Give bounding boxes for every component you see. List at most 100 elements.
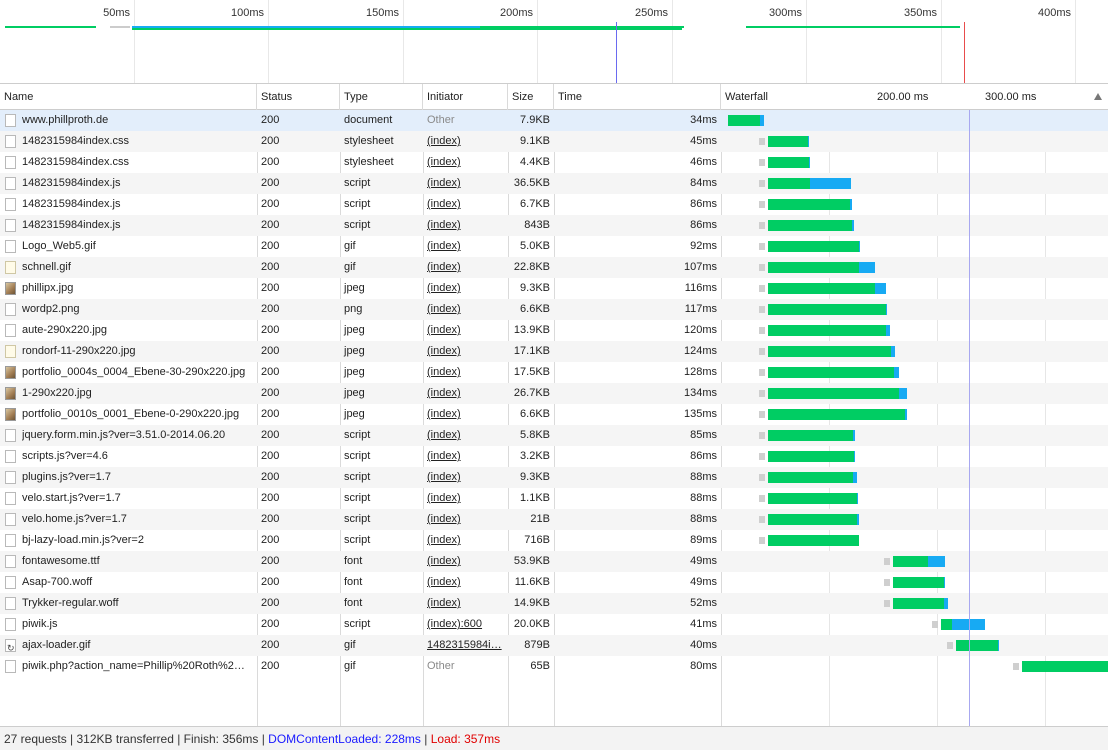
request-name[interactable]: jquery.form.min.js?ver=3.51.0-2014.06.20 xyxy=(22,429,226,441)
name-cell[interactable]: 1482315984index.js xyxy=(0,215,257,236)
table-row[interactable]: scripts.js?ver=4.6 200 script (index) 3.2KB 8… xyxy=(0,446,1108,467)
waterfall-download-bar[interactable] xyxy=(894,367,899,378)
table-row[interactable]: rondorf-11-290x220.jpg 200 jpeg (index) 17.1… xyxy=(0,341,1108,362)
waterfall-download-bar[interactable] xyxy=(875,283,886,294)
name-cell[interactable]: piwik.js xyxy=(0,614,257,635)
waterfall-waiting-bar[interactable] xyxy=(768,409,905,420)
table-row[interactable]: piwik.js 200 script (index):600 20.0KB 41ms xyxy=(0,614,1108,635)
table-row[interactable]: velo.home.js?ver=1.7 200 script (index) 21B 8… xyxy=(0,509,1108,530)
waterfall-download-bar[interactable] xyxy=(944,598,948,609)
waterfall-download-bar[interactable] xyxy=(854,451,855,462)
name-cell[interactable]: piwik.php?action_name=Phillip%20Roth%2… xyxy=(0,656,257,677)
name-cell[interactable]: 1482315984index.js xyxy=(0,194,257,215)
waterfall-waiting-bar[interactable] xyxy=(768,304,886,315)
initiator-cell[interactable]: (index) xyxy=(427,471,461,483)
name-cell[interactable]: 1482315984index.js xyxy=(0,173,257,194)
initiator-cell[interactable]: (index) xyxy=(427,597,461,609)
table-row[interactable]: phillipx.jpg 200 jpeg (index) 9.3KB 116ms xyxy=(0,278,1108,299)
waterfall-waiting-bar[interactable] xyxy=(768,472,853,483)
name-cell[interactable]: 1482315984index.css xyxy=(0,152,257,173)
initiator-cell[interactable]: (index) xyxy=(427,345,461,357)
waterfall-waiting-bar[interactable] xyxy=(768,136,808,147)
table-row[interactable]: ajax-loader.gif 200 gif 1482315984i… 879B 40m… xyxy=(0,635,1108,656)
waterfall-waiting-bar[interactable] xyxy=(768,514,857,525)
request-name[interactable]: velo.start.js?ver=1.7 xyxy=(22,492,121,504)
waterfall-download-bar[interactable] xyxy=(808,136,809,147)
name-cell[interactable]: ajax-loader.gif xyxy=(0,635,257,656)
waterfall-download-bar[interactable] xyxy=(899,388,907,399)
request-name[interactable]: piwik.js xyxy=(22,618,58,630)
waterfall-waiting-bar[interactable] xyxy=(768,367,894,378)
waterfall-download-bar[interactable] xyxy=(859,262,875,273)
table-row[interactable]: Trykker-regular.woff 200 font (index) 14.9KB… xyxy=(0,593,1108,614)
waterfall-download-bar[interactable] xyxy=(760,115,764,126)
request-name[interactable]: phillipx.jpg xyxy=(22,282,74,294)
waterfall-waiting-bar[interactable] xyxy=(768,220,852,231)
request-name[interactable]: bj-lazy-load.min.js?ver=2 xyxy=(22,534,144,546)
request-name[interactable]: scripts.js?ver=4.6 xyxy=(22,450,108,462)
column-header-time[interactable]: Time xyxy=(554,84,721,110)
name-cell[interactable]: rondorf-11-290x220.jpg xyxy=(0,341,257,362)
initiator-cell[interactable]: (index) xyxy=(427,387,461,399)
waterfall-download-bar[interactable] xyxy=(857,514,859,525)
table-row[interactable]: portfolio_0004s_0004_Ebene-30-290x220.jp… xyxy=(0,362,1108,383)
initiator-cell[interactable]: (index) xyxy=(427,492,461,504)
waterfall-waiting-bar[interactable] xyxy=(956,640,998,651)
table-row[interactable]: fontawesome.ttf 200 font (index) 53.9KB 49ms xyxy=(0,551,1108,572)
name-cell[interactable]: aute-290x220.jpg xyxy=(0,320,257,341)
waterfall-download-bar[interactable] xyxy=(857,493,858,504)
name-cell[interactable]: schnell.gif xyxy=(0,257,257,278)
request-name[interactable]: portfolio_0010s_0001_Ebene-0-290x220.jpg xyxy=(22,408,240,420)
waterfall-waiting-bar[interactable] xyxy=(768,241,859,252)
table-row[interactable]: jquery.form.min.js?ver=3.51.0-2014.06.20… xyxy=(0,425,1108,446)
waterfall-download-bar[interactable] xyxy=(998,640,999,651)
name-cell[interactable]: Logo_Web5.gif xyxy=(0,236,257,257)
column-header-status[interactable]: Status xyxy=(257,84,340,110)
name-cell[interactable]: velo.home.js?ver=1.7 xyxy=(0,509,257,530)
waterfall-waiting-bar[interactable] xyxy=(768,199,850,210)
waterfall-waiting-bar[interactable] xyxy=(768,493,857,504)
initiator-cell[interactable]: (index) xyxy=(427,366,461,378)
waterfall-waiting-bar[interactable] xyxy=(728,115,760,126)
initiator-cell[interactable]: (index) xyxy=(427,429,461,441)
name-cell[interactable]: wordp2.png xyxy=(0,299,257,320)
waterfall-waiting-bar[interactable] xyxy=(1022,661,1108,672)
initiator-cell[interactable]: (index):600 xyxy=(427,618,483,630)
waterfall-download-bar[interactable] xyxy=(886,304,887,315)
waterfall-download-bar[interactable] xyxy=(891,346,895,357)
initiator-cell[interactable]: (index) xyxy=(427,135,461,147)
waterfall-waiting-bar[interactable] xyxy=(768,346,891,357)
column-header-waterfall[interactable]: Waterfall 200.00 ms 300.00 ms xyxy=(721,84,1108,110)
waterfall-download-bar[interactable] xyxy=(928,556,945,567)
initiator-cell[interactable]: (index) xyxy=(427,534,461,546)
column-header-type[interactable]: Type xyxy=(340,84,423,110)
waterfall-download-bar[interactable] xyxy=(809,157,810,168)
request-name[interactable]: ajax-loader.gif xyxy=(22,639,91,651)
request-name[interactable]: aute-290x220.jpg xyxy=(22,324,108,336)
initiator-cell[interactable]: (index) xyxy=(427,177,461,189)
waterfall-waiting-bar[interactable] xyxy=(768,451,854,462)
waterfall-download-bar[interactable] xyxy=(944,577,945,588)
initiator-cell[interactable]: (index) xyxy=(427,324,461,336)
table-row[interactable]: velo.start.js?ver=1.7 200 script (index) 1.1… xyxy=(0,488,1108,509)
column-header-size[interactable]: Size xyxy=(508,84,554,110)
initiator-cell[interactable]: (index) xyxy=(427,198,461,210)
overview-timeline[interactable]: 50ms 100ms 150ms 200ms 250ms 300ms 350ms 400ms xyxy=(0,0,1108,84)
waterfall-waiting-bar[interactable] xyxy=(768,178,810,189)
name-cell[interactable]: Trykker-regular.woff xyxy=(0,593,257,614)
waterfall-waiting-bar[interactable] xyxy=(941,619,952,630)
request-name[interactable]: Logo_Web5.gif xyxy=(22,240,96,252)
initiator-cell[interactable]: (index) xyxy=(427,576,461,588)
initiator-cell[interactable]: (index) xyxy=(427,450,461,462)
request-name[interactable]: 1482315984index.js xyxy=(22,177,121,189)
table-row[interactable]: 1482315984index.css 200 stylesheet (index) 4… xyxy=(0,152,1108,173)
waterfall-waiting-bar[interactable] xyxy=(893,598,944,609)
table-row[interactable]: 1-290x220.jpg 200 jpeg (index) 26.7KB 134ms xyxy=(0,383,1108,404)
initiator-cell[interactable]: (index) xyxy=(427,303,461,315)
initiator-cell[interactable]: (index) xyxy=(427,282,461,294)
request-name[interactable]: 1482315984index.js xyxy=(22,219,121,231)
name-cell[interactable]: portfolio_0010s_0001_Ebene-0-290x220.jpg xyxy=(0,404,257,425)
request-name[interactable]: www.phillproth.de xyxy=(22,114,109,126)
request-name[interactable]: fontawesome.ttf xyxy=(22,555,100,567)
waterfall-waiting-bar[interactable] xyxy=(768,157,809,168)
